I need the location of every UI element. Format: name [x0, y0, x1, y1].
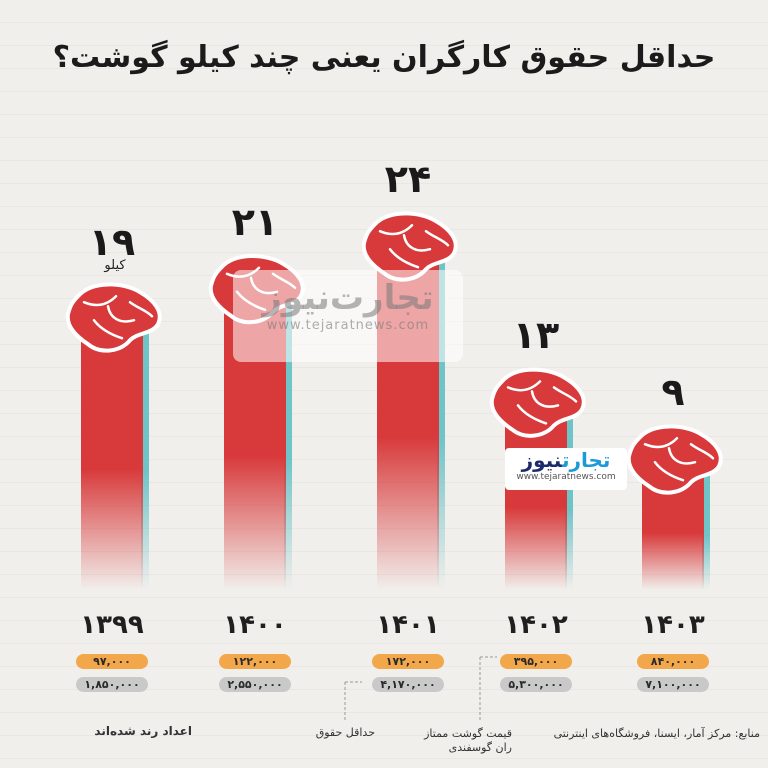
sources-note: منابع: مرکز آمار، ایسنا، فروشگاه‌های این… — [553, 727, 760, 740]
meat-icon — [65, 282, 162, 353]
category-label: ۱۴۰۳ — [641, 610, 705, 640]
rounded-note: اعداد رند شده‌اند — [94, 724, 192, 738]
category-label: ۱۴۰۲ — [504, 610, 568, 640]
minimum-wage-pill: ۴,۱۷۰,۰۰۰ — [372, 677, 444, 692]
chart-title: حداقل حقوق کارگران یعنی چند کیلو گوشت؟ — [52, 40, 716, 75]
category-label: ۱۳۹۹ — [80, 610, 144, 640]
value-label: ۱۳ — [512, 313, 560, 358]
logo-name: تجارتنیوز — [521, 448, 611, 472]
meat-icon — [361, 211, 458, 282]
minimum-wage-pill: ۲,۵۵۰,۰۰۰ — [219, 677, 291, 692]
meat-price-pill: ۱۲۲,۰۰۰ — [219, 654, 291, 669]
legend-meat-line1: قیمت گوشت ممتاز — [424, 727, 512, 740]
logo-url: www.tejaratnews.com — [516, 472, 616, 482]
value-label: ۲۱ — [231, 199, 279, 244]
meat-price-pill: ۹۷,۰۰۰ — [76, 654, 148, 669]
bar-side-3 — [437, 255, 445, 590]
bar-side-1 — [141, 326, 149, 590]
value-label: ۱۹ — [88, 220, 136, 265]
minimum-wage-pill: ۵,۳۰۰,۰۰۰ — [500, 677, 572, 692]
meat-price-pill: ۱۷۲,۰۰۰ — [372, 654, 444, 669]
minimum-wage-pill: ۷,۱۰۰,۰۰۰ — [637, 677, 709, 692]
value-label: ۲۴ — [384, 157, 432, 202]
watermark-url: www.tejaratnews.com — [266, 318, 430, 333]
watermark-name: تجارت‌نیوز — [262, 278, 434, 318]
watermark: تجارت‌نیوز www.tejaratnews.com — [233, 270, 463, 362]
bar-side-4 — [565, 411, 573, 590]
bar-1 — [81, 320, 143, 590]
meat-price-pill: ۸۴۰,۰۰۰ — [637, 654, 709, 669]
meat-icon — [489, 367, 586, 438]
meat-icon — [626, 424, 723, 495]
meat-price-pill: ۳۹۵,۰۰۰ — [500, 654, 572, 669]
minimum-wage-pill: ۱,۸۵۰,۰۰۰ — [76, 677, 148, 692]
unit-label: کیلو — [104, 258, 126, 273]
category-label: ۱۴۰۱ — [376, 610, 440, 640]
legend-meat-line2: ران گوسفندی — [448, 741, 512, 754]
value-label: ۹ — [661, 370, 685, 415]
bar-side-5 — [702, 468, 710, 590]
legend-wage-label: حداقل حقوق — [315, 726, 375, 739]
category-label: ۱۴۰۰ — [223, 610, 287, 640]
bar-side-2 — [284, 297, 292, 590]
tejaratnews-logo: تجارتنیوز www.tejaratnews.com — [505, 448, 627, 490]
